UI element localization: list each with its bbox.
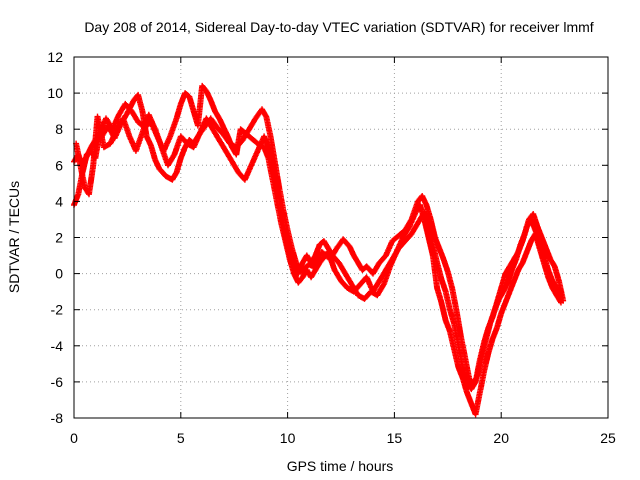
x-tick-label: 5 (177, 430, 185, 446)
y-tick-label: 8 (55, 121, 63, 137)
y-tick-label: -2 (51, 302, 64, 318)
axis-ticks: 0 5 10 15 20 25 -8 -6 -4 -2 0 2 4 6 8 10 12 (47, 49, 616, 446)
x-tick-label: 20 (493, 430, 509, 446)
y-axis-label: SDTVAR / TECUs (6, 181, 22, 293)
x-tick-label: 15 (387, 430, 403, 446)
y-tick-label: 6 (55, 157, 63, 173)
y-tick-label: 2 (55, 230, 63, 246)
y-tick-label: -8 (51, 410, 64, 426)
x-tick-label: 0 (70, 430, 78, 446)
y-tick-label: 4 (55, 193, 63, 209)
x-tick-label: 25 (600, 430, 616, 446)
x-tick-label: 10 (280, 430, 296, 446)
y-tick-label: 12 (47, 49, 63, 65)
data-marks-track-c (73, 111, 564, 418)
chart-title: Day 208 of 2014, Sidereal Day-to-day VTE… (84, 19, 593, 35)
y-tick-label: 0 (55, 266, 63, 282)
y-tick-label: -6 (51, 374, 64, 390)
y-tick-label: 10 (47, 85, 63, 101)
x-axis-label: GPS time / hours (287, 458, 394, 474)
y-tick-label: -4 (51, 338, 64, 354)
series-track-c (73, 111, 564, 418)
